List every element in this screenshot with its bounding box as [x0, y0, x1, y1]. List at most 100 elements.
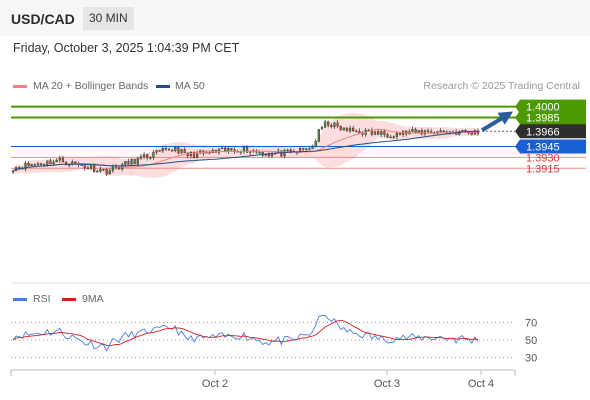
candle	[96, 170, 99, 173]
candle	[86, 165, 90, 170]
candle	[167, 148, 171, 151]
candle	[414, 127, 417, 134]
resistance-level-label: 1.3985	[515, 110, 586, 125]
arrow-head	[497, 111, 514, 125]
candle	[320, 125, 324, 130]
level-value-text: 1.3985	[526, 113, 560, 125]
candle	[152, 150, 155, 160]
candle	[305, 148, 308, 151]
moving-averages	[12, 128, 479, 172]
candle	[442, 130, 445, 133]
rsi-tick-label: 30	[525, 353, 537, 365]
candle	[136, 156, 139, 167]
candle	[342, 127, 345, 131]
candle	[36, 161, 40, 166]
rsi-tick-label: 70	[525, 317, 537, 329]
candle	[30, 163, 33, 167]
chart-datetime: Friday, October 3, 2025 1:04:39 PM CET	[13, 41, 240, 55]
candle	[180, 148, 183, 154]
red_level-level-label: 1.3915	[526, 163, 560, 175]
x-tick-label: Oct 2	[202, 378, 228, 390]
candle	[102, 168, 105, 171]
candle	[345, 127, 349, 132]
candle	[220, 145, 224, 150]
candle	[348, 125, 352, 134]
rsi-legend-swatch	[13, 298, 27, 301]
candle	[339, 125, 342, 131]
candle	[130, 158, 133, 166]
candle	[352, 125, 355, 132]
candle	[58, 155, 61, 163]
rsi-tick-label: 50	[525, 335, 537, 347]
ma50-line	[12, 130, 479, 172]
currency-pair-title: USD/CAD	[11, 11, 75, 27]
candle	[139, 153, 143, 160]
candle	[311, 144, 314, 150]
x-tick-label: Oct 4	[468, 378, 494, 390]
candle	[105, 168, 108, 176]
candle	[158, 150, 161, 152]
candle	[164, 145, 168, 152]
candle	[314, 138, 317, 148]
candle	[380, 130, 383, 138]
ma50-legend-label: MA 50	[175, 80, 205, 92]
x-axis: Oct 2 Oct 3 Oct 4	[10, 369, 516, 390]
candle	[323, 119, 327, 129]
candle	[330, 122, 333, 129]
candle	[52, 159, 55, 166]
candle	[373, 131, 377, 136]
candle	[83, 164, 86, 171]
candle	[192, 151, 196, 159]
candle	[336, 120, 339, 129]
rsi-line	[12, 314, 479, 352]
candle	[420, 128, 423, 136]
ma20-line	[12, 128, 478, 172]
rsi-ma-legend-label: 9MA	[82, 293, 104, 305]
level-value-text: 1.3945	[526, 142, 560, 154]
candle	[327, 120, 330, 128]
candle	[286, 148, 289, 152]
candle	[24, 160, 27, 172]
research-credit: Research © 2025 Trading Central	[423, 80, 580, 92]
ma20-legend-swatch	[13, 85, 27, 88]
candle	[49, 158, 52, 165]
candle	[389, 134, 392, 139]
candle	[161, 145, 164, 153]
timeframe-button[interactable]: 30 MIN	[83, 7, 134, 30]
candle	[417, 130, 420, 133]
candle	[142, 151, 146, 160]
rsi-legend-label: RSI	[33, 293, 51, 305]
candle	[308, 147, 311, 151]
candle	[392, 135, 395, 139]
candle	[146, 153, 149, 161]
candle	[39, 162, 43, 167]
candle	[317, 129, 320, 143]
projection-arrow	[480, 111, 514, 132]
candle	[411, 126, 414, 133]
x-tick-label: Oct 3	[374, 378, 400, 390]
level-value-text: 1.3915	[526, 163, 560, 175]
ma20-legend-label: MA 20 + Bollinger Bands	[33, 80, 149, 92]
candle	[174, 145, 177, 153]
red_level-level-label: 1.3930	[526, 152, 560, 164]
candle	[99, 166, 102, 174]
candle	[55, 158, 58, 163]
level-value-text: 1.3966	[526, 126, 560, 138]
candle	[333, 121, 336, 130]
level-value-text: 1.3930	[526, 152, 560, 164]
candle	[383, 129, 386, 138]
candle	[117, 166, 121, 170]
candle	[155, 149, 158, 155]
rsi-ma-legend-swatch	[62, 298, 76, 301]
candle	[183, 147, 186, 154]
candle	[177, 145, 180, 155]
candle	[386, 132, 389, 138]
candle	[108, 168, 111, 175]
candlesticks	[11, 119, 480, 176]
rsi-ma-line	[12, 320, 479, 347]
candle	[302, 147, 305, 152]
candle	[355, 129, 358, 133]
candle	[133, 158, 136, 165]
